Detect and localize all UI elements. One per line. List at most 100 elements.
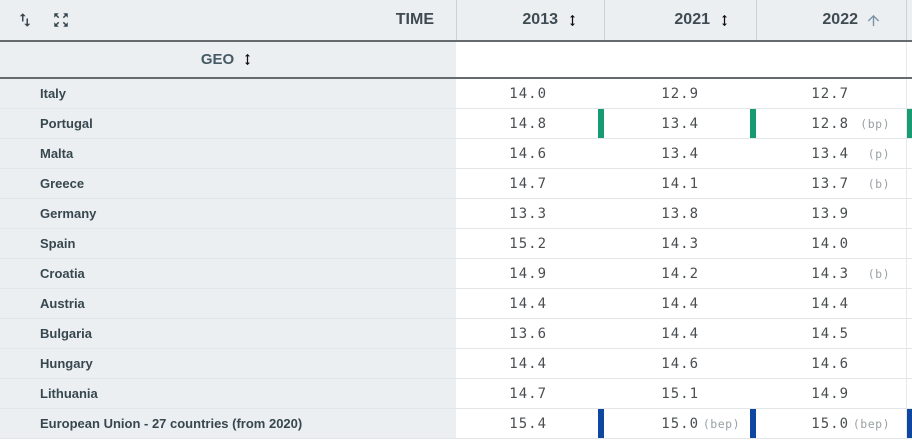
geo-cell: Malta [0, 139, 456, 168]
cell-value: 13.3 [509, 205, 547, 222]
cell-value: 13.8 [661, 205, 699, 222]
geo-cell: Portugal [0, 109, 456, 138]
flag-bar [906, 109, 912, 138]
arrow-up-icon [867, 14, 880, 26]
value-cell: 12.7 [756, 79, 906, 108]
value-cell: 13.4 [604, 139, 756, 168]
geo-cell: Italy [0, 79, 456, 108]
table-row: Italy 14.0 12.9 12.7 [0, 79, 912, 109]
geo-row-spacer [456, 42, 906, 77]
cell-value: 12.8 [811, 115, 849, 132]
geo-cell: Greece [0, 169, 456, 198]
cell-value: 15.4 [509, 415, 547, 432]
clipped-column-strip [906, 0, 912, 40]
flag-bar [750, 409, 756, 438]
table-row: Croatia 14.9 14.2 14.3 (b) [0, 259, 912, 289]
clipped-column-strip [906, 349, 912, 378]
sort-both-icon [245, 53, 251, 66]
swap-vert-icon [19, 13, 31, 27]
table-row: European Union - 27 countries (from 2020… [0, 409, 912, 439]
flag-bar [750, 109, 756, 138]
geo-cell: Germany [0, 199, 456, 228]
clipped-column-strip [906, 169, 912, 198]
value-cell: 13.7 (b) [756, 169, 906, 198]
cell-value: 14.3 [811, 265, 849, 282]
value-cell: 12.8 (bp) [756, 109, 906, 138]
value-flag: (p) [867, 146, 890, 161]
cell-value: 14.1 [661, 175, 699, 192]
table-body: Italy 14.0 12.9 12.7 Portugal 14.8 13.4 12.8 (bp… [0, 79, 912, 439]
value-cell: 15.2 [456, 229, 604, 258]
clipped-column-strip [906, 289, 912, 318]
value-flag: (bp) [860, 116, 890, 131]
value-cell: 14.9 [456, 259, 604, 288]
flag-bar [906, 409, 912, 438]
expand-table-button[interactable] [50, 9, 72, 31]
geo-dimension-header[interactable]: GEO [0, 42, 456, 77]
cell-value: 13.4 [661, 145, 699, 162]
cell-value: 14.0 [509, 85, 547, 102]
geo-cell: European Union - 27 countries (from 2020… [0, 409, 456, 438]
value-cell: 15.1 [604, 379, 756, 408]
value-flag: (bep) [702, 416, 740, 431]
cell-value: 14.6 [509, 145, 547, 162]
year-column-header-2022[interactable]: 2022 [756, 0, 906, 40]
cell-value: 14.6 [811, 355, 849, 372]
geo-cell: Spain [0, 229, 456, 258]
clipped-column-strip [906, 42, 912, 77]
sort-rows-button[interactable] [14, 9, 36, 31]
clipped-column-strip [906, 229, 912, 258]
cell-value: 14.6 [661, 355, 699, 372]
table-row: Spain 15.2 14.3 14.0 [0, 229, 912, 259]
sort-both-icon [722, 14, 727, 26]
value-cell: 14.0 [456, 79, 604, 108]
cell-value: 14.8 [509, 115, 547, 132]
geo-cell: Austria [0, 289, 456, 318]
value-cell: 14.6 [604, 349, 756, 378]
value-cell: 14.3 [604, 229, 756, 258]
value-flag: (b) [867, 266, 890, 281]
year-label: 2021 [674, 11, 710, 28]
value-cell: 15.0 (bep) [604, 409, 756, 438]
table-row: Lithuania 14.7 15.1 14.9 [0, 379, 912, 409]
cell-value: 15.0 [661, 415, 699, 432]
year-column-header-2013[interactable]: 2013 [456, 0, 604, 40]
cell-value: 14.4 [661, 325, 699, 342]
cell-value: 13.4 [661, 115, 699, 132]
value-cell: 14.7 [456, 169, 604, 198]
year-label: 2022 [822, 11, 858, 28]
value-flag: (bep) [852, 416, 890, 431]
table-toolbar: TIME [0, 0, 456, 40]
value-cell: 14.3 (b) [756, 259, 906, 288]
flag-bar [598, 409, 604, 438]
clipped-column-strip [906, 319, 912, 348]
time-dimension-label: TIME [395, 11, 434, 28]
cell-value: 14.4 [509, 295, 547, 312]
cell-value: 14.9 [509, 265, 547, 282]
value-cell: 14.4 [604, 289, 756, 318]
value-cell: 14.1 [604, 169, 756, 198]
expand-icon [54, 13, 68, 27]
geo-dimension-label: GEO [200, 51, 235, 68]
value-cell: 14.0 [756, 229, 906, 258]
value-cell: 14.9 [756, 379, 906, 408]
cell-value: 14.9 [811, 385, 849, 402]
table-row: Hungary 14.4 14.6 14.6 [0, 349, 912, 379]
geo-cell: Lithuania [0, 379, 456, 408]
cell-value: 12.7 [811, 85, 849, 102]
cell-value: 15.1 [661, 385, 699, 402]
value-cell: 13.4 (p) [756, 139, 906, 168]
cell-value: 14.4 [509, 355, 547, 372]
value-flag: (b) [867, 176, 890, 191]
cell-value: 14.7 [509, 175, 547, 192]
geo-cell: Bulgaria [0, 319, 456, 348]
cell-value: 14.0 [811, 235, 849, 252]
clipped-column-strip [906, 379, 912, 408]
table-row: Portugal 14.8 13.4 12.8 (bp) [0, 109, 912, 139]
year-column-header-2021[interactable]: 2021 [604, 0, 756, 40]
cell-value: 15.2 [509, 235, 547, 252]
sort-both-icon [570, 14, 575, 26]
value-cell: 14.6 [456, 139, 604, 168]
cell-value: 14.4 [811, 295, 849, 312]
